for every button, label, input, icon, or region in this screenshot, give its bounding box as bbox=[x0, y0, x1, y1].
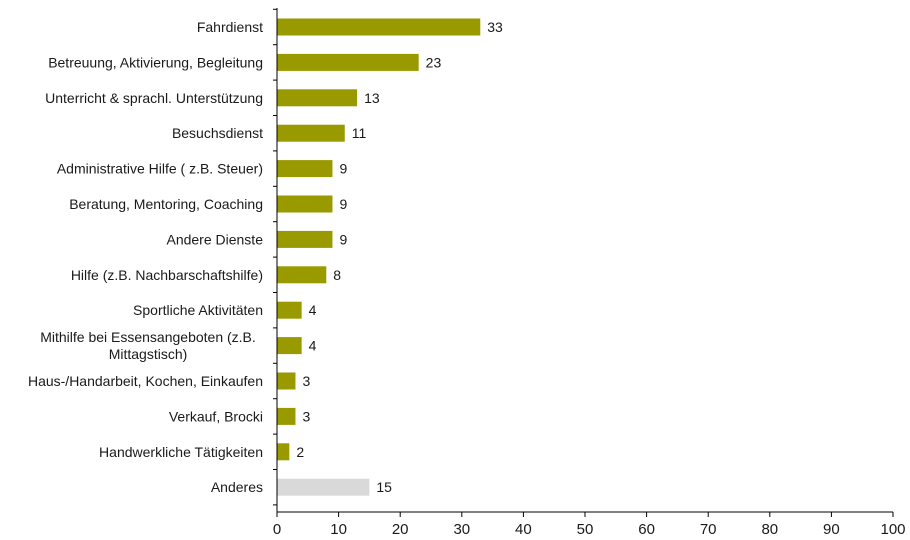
x-axis: 0 10 20 30 40 50 60 70 80 90 100 bbox=[273, 8, 906, 538]
x-tick-label: 100 bbox=[880, 521, 905, 538]
value-label: 3 bbox=[302, 408, 310, 424]
value-label: 9 bbox=[339, 231, 347, 247]
x-tick-label: 10 bbox=[330, 521, 347, 538]
value-label: 9 bbox=[339, 196, 347, 212]
x-tick-label: 70 bbox=[700, 521, 717, 538]
value-label: 15 bbox=[376, 479, 392, 495]
category-label: Anderes bbox=[211, 479, 263, 495]
value-label: 4 bbox=[309, 302, 317, 318]
bar bbox=[277, 478, 370, 496]
category-label: Handwerkliche Tätigkeiten bbox=[99, 444, 263, 460]
bar bbox=[277, 124, 345, 142]
bar bbox=[277, 407, 296, 425]
value-label: 3 bbox=[302, 373, 310, 389]
category-labels: Fahrdienst Betreuung, Aktivierung, Beglei… bbox=[28, 19, 263, 495]
bar bbox=[277, 337, 302, 355]
x-tick-label: 80 bbox=[761, 521, 778, 538]
bar bbox=[277, 53, 419, 71]
category-label: Betreuung, Aktivierung, Begleitung bbox=[48, 54, 263, 70]
x-tick-label: 20 bbox=[392, 521, 409, 538]
bar bbox=[277, 301, 302, 319]
bar bbox=[277, 443, 290, 461]
x-tick-label: 50 bbox=[577, 521, 594, 538]
value-label: 8 bbox=[333, 267, 341, 283]
x-tick-label: 60 bbox=[638, 521, 655, 538]
value-label: 23 bbox=[426, 54, 442, 70]
category-label: Beratung, Mentoring, Coaching bbox=[69, 196, 263, 212]
value-label: 13 bbox=[364, 90, 380, 106]
category-label: Sportliche Aktivitäten bbox=[133, 302, 263, 318]
bar bbox=[277, 266, 327, 284]
category-label: Fahrdienst bbox=[197, 19, 263, 35]
category-label: Verkauf, Brocki bbox=[169, 408, 263, 424]
x-tick-label: 30 bbox=[453, 521, 470, 538]
category-label: Andere Dienste bbox=[166, 231, 263, 247]
category-label: Administrative Hilfe ( z.B. Steuer) bbox=[57, 161, 263, 177]
bars-group bbox=[277, 18, 481, 496]
value-label: 33 bbox=[487, 19, 503, 35]
category-label: Unterricht & sprachl. Unterstützung bbox=[45, 90, 263, 106]
bar bbox=[277, 230, 333, 248]
bar bbox=[277, 372, 296, 390]
value-label: 9 bbox=[339, 161, 347, 177]
bar bbox=[277, 195, 333, 213]
value-label: 11 bbox=[352, 125, 367, 141]
x-tick-label: 0 bbox=[273, 521, 281, 538]
x-tick-label: 40 bbox=[515, 521, 532, 538]
category-label: Mithilfe bei Essensangeboten (z.B. Mittag… bbox=[40, 329, 256, 362]
value-label: 2 bbox=[296, 444, 304, 460]
bar bbox=[277, 160, 333, 178]
value-label: 4 bbox=[309, 338, 317, 354]
bar bbox=[277, 89, 358, 107]
x-tick-label: 90 bbox=[823, 521, 840, 538]
category-label: Besuchsdienst bbox=[172, 125, 263, 141]
category-label: Haus-/Handarbeit, Kochen, Einkaufen bbox=[28, 373, 263, 389]
bar bbox=[277, 18, 481, 36]
category-label: Hilfe (z.B. Nachbarschaftshilfe) bbox=[71, 267, 263, 283]
